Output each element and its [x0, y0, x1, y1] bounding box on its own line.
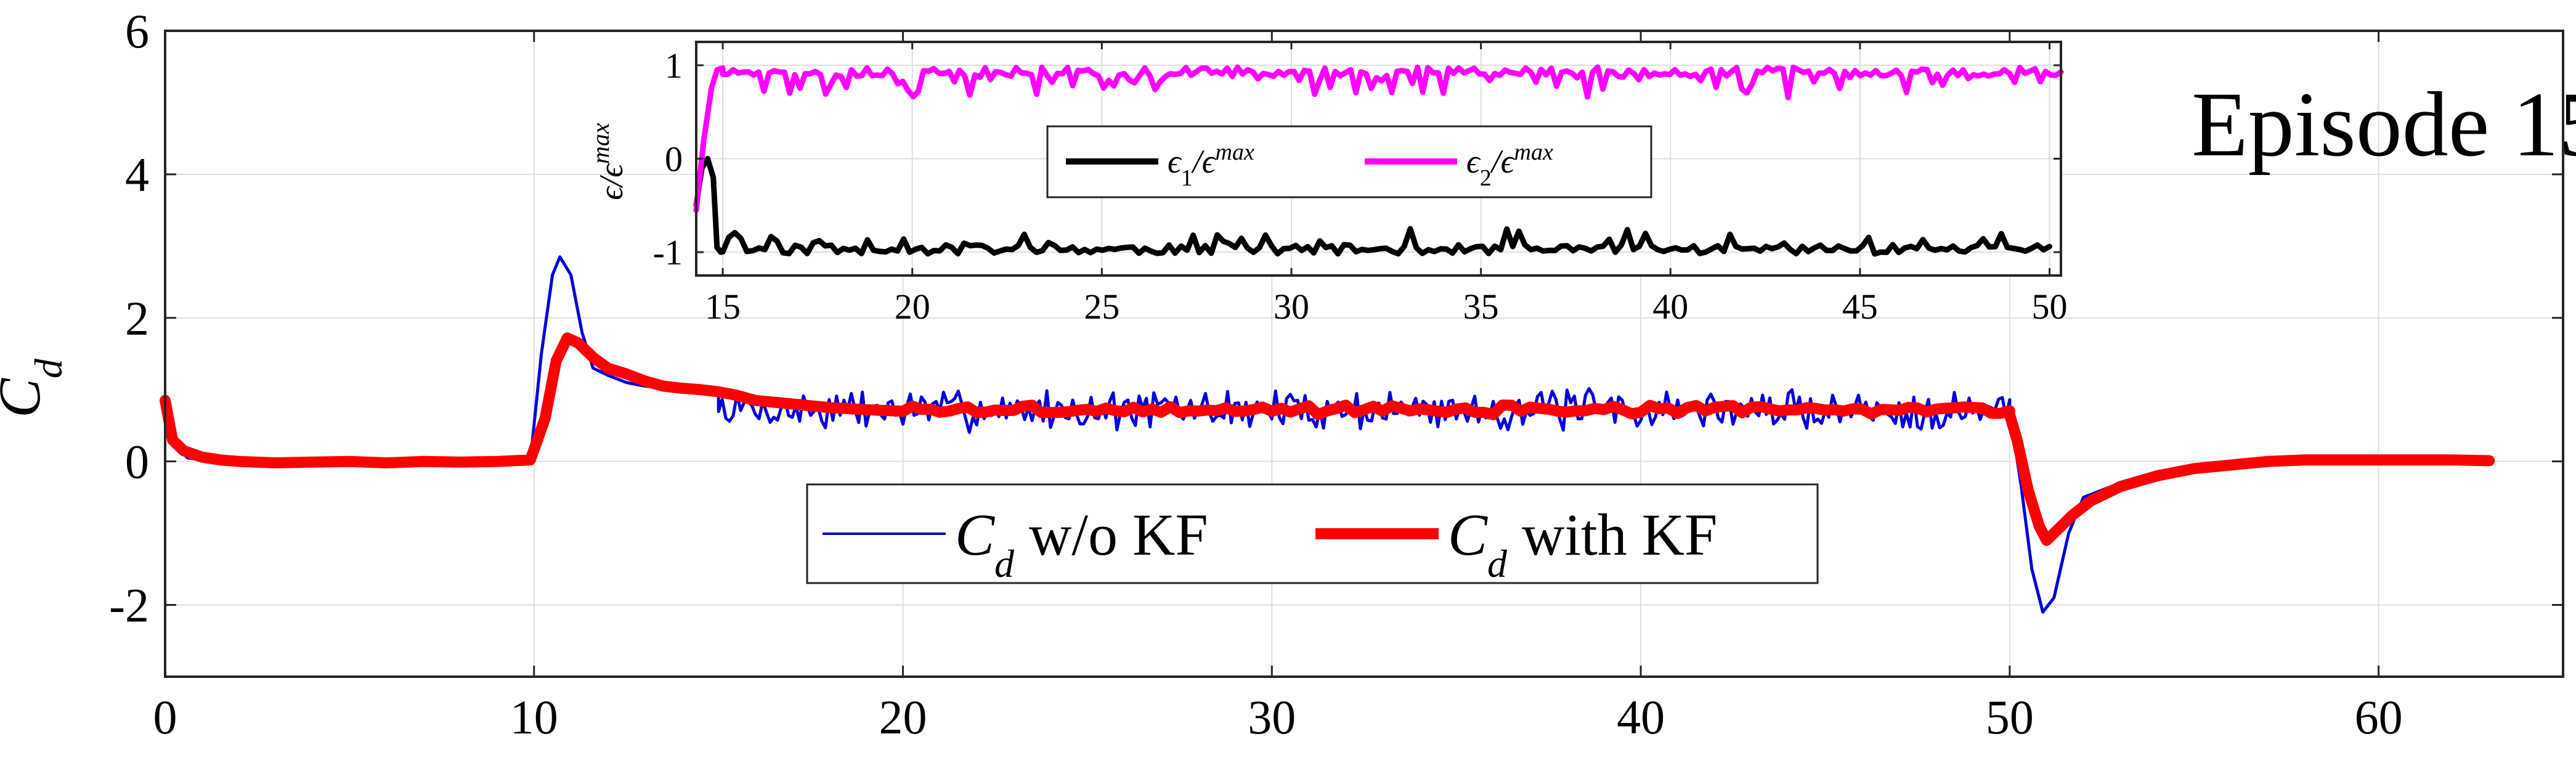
main-y-tick-label: 2 [125, 292, 149, 345]
inset-y-tick-label: 1 [665, 46, 683, 86]
inset-chart: 15 20 25 30 35 40 45 50-101 ϵ/ϵmax ϵ1/ϵmax ϵ2/ϵ… [587, 41, 2068, 327]
episode-annotation: Episode 150 [2192, 73, 2576, 176]
main-y-tick-label: -2 [109, 579, 149, 632]
inset-x-tick-label: 15 [705, 287, 741, 327]
main-x-tick-label: 0 [153, 690, 177, 744]
main-axes-frame [164, 30, 2564, 678]
main-legend-box [806, 483, 1819, 584]
main-y-tick-label: 6 [125, 4, 149, 58]
main-x-tick-label: 10 [510, 690, 558, 744]
main-x-tick-label: 60 [2355, 690, 2403, 744]
inset-plot-area [693, 64, 2064, 257]
main-plot-area [160, 255, 2495, 614]
main-x-tick-label: 30 [1248, 690, 1296, 744]
legend-filtered-symbol: C [1448, 502, 1488, 568]
legend-raw-text: w/o KF [1029, 502, 1208, 568]
legend-eps2-sub: 2 [1480, 165, 1492, 191]
legend-label-eps1: ϵ1/ϵmax [1168, 139, 1254, 191]
legend-eps1-symbol: ϵ [1168, 143, 1182, 180]
legend-raw-sub: d [994, 542, 1015, 586]
inset-y-axis-label: ϵ/ϵmax [587, 123, 630, 200]
legend-filtered-sub: d [1487, 542, 1508, 586]
inset-legend: ϵ1/ϵmax ϵ2/ϵmax [1046, 125, 1652, 198]
legend-label-raw: Cd w/o KF [955, 502, 1208, 586]
inset-x-tick-label: 25 [1084, 287, 1119, 327]
main-y-tick-label: 0 [125, 435, 149, 489]
inset-series-1-line [693, 156, 2052, 257]
legend-eps1-sup: max [1216, 139, 1254, 165]
legend-filtered-text: with KF [1522, 502, 1717, 568]
main-y-axis-label-sub: d [26, 358, 70, 378]
inset-y-tick-label: 0 [665, 139, 683, 179]
main-y-axis-label: Cd [0, 358, 70, 418]
main-series-2-line [160, 332, 2495, 546]
inset-y-axis-label-sup: max [587, 123, 614, 164]
main-y-axis-label-main: C [0, 378, 52, 418]
inset-y-axis-label-main: ϵ/ϵ [593, 163, 630, 200]
inset-y-tick-label: -1 [653, 232, 683, 272]
inset-x-tick-label: 20 [895, 287, 930, 327]
main-x-tick-label: 40 [1617, 690, 1665, 744]
inset-series-2-line [693, 64, 2064, 213]
legend-eps2-symbol: ϵ [1466, 143, 1481, 180]
main-x-tick-label: 50 [1986, 690, 2034, 744]
legend-eps2-frac: /ϵ [1490, 143, 1516, 180]
legend-label-eps2: ϵ2/ϵmax [1466, 139, 1553, 191]
legend-label-filtered: Cd with KF [1448, 502, 1717, 586]
legend-raw-symbol: C [955, 502, 995, 568]
main-x-tick-label: 20 [879, 690, 927, 744]
inset-x-tick-label: 40 [1652, 287, 1688, 327]
legend-eps1-frac: /ϵ [1191, 143, 1217, 180]
main-legend: Cd w/o KF Cd with KF [806, 483, 1819, 586]
legend-eps1-sub: 1 [1181, 165, 1193, 191]
inset-x-tick-label: 45 [1842, 287, 1878, 327]
inset-x-tick-label: 30 [1274, 287, 1309, 327]
legend-eps2-sup: max [1514, 139, 1553, 165]
main-y-tick-label: 4 [125, 148, 149, 202]
inset-ticks: 15 20 25 30 35 40 45 50 -1 0 1 [653, 42, 2068, 327]
inset-x-tick-label: 50 [2032, 287, 2068, 327]
inset-x-tick-label: 35 [1463, 287, 1499, 327]
